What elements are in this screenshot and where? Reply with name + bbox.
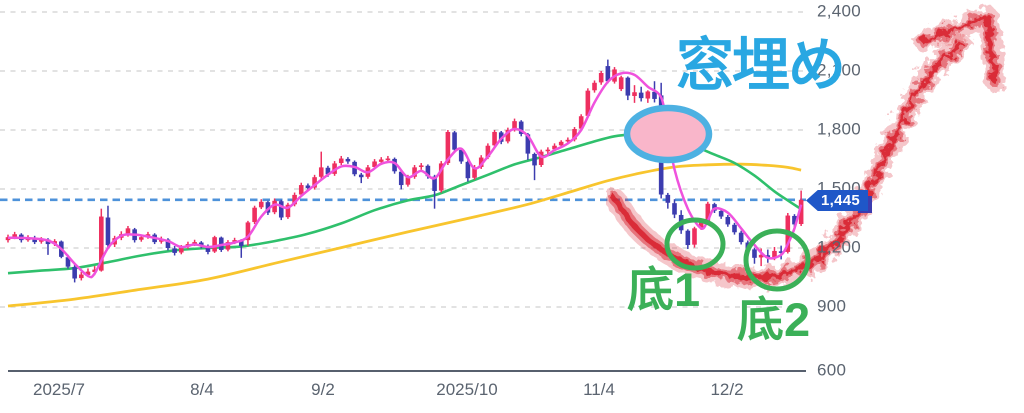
y-axis-label: 600: [817, 360, 847, 380]
bottom1-circle: [664, 217, 726, 271]
gap-window-ellipse: [623, 104, 713, 164]
y-axis-label: 1,800: [817, 119, 862, 139]
y-axis-label: 900: [817, 296, 847, 316]
x-axis-label: 2025/10: [436, 380, 498, 399]
ma-long-line: [7, 162, 802, 308]
bottom2-circle: [743, 228, 811, 292]
gap-fill-annotation: 窓埋め: [676, 33, 846, 98]
x-axis-label: 11/4: [583, 380, 615, 399]
bottom1-annotation: 底1: [627, 263, 701, 316]
uptrend-arrow: [603, 6, 1006, 289]
x-axis-label: 2025/7: [33, 380, 85, 399]
current-price-tag: 1,445: [806, 190, 868, 211]
y-axis-label: 2,100: [817, 60, 862, 80]
y-axis-label: 1,200: [817, 237, 862, 257]
ma-short-line: [7, 71, 803, 279]
x-axis-label: 12/2: [710, 380, 744, 399]
x-axis-label: 9/2: [311, 380, 335, 399]
x-axis-label: 8/4: [190, 380, 214, 399]
y-axis-label: 2,400: [817, 1, 862, 21]
bottom2-annotation: 底2: [737, 293, 811, 346]
